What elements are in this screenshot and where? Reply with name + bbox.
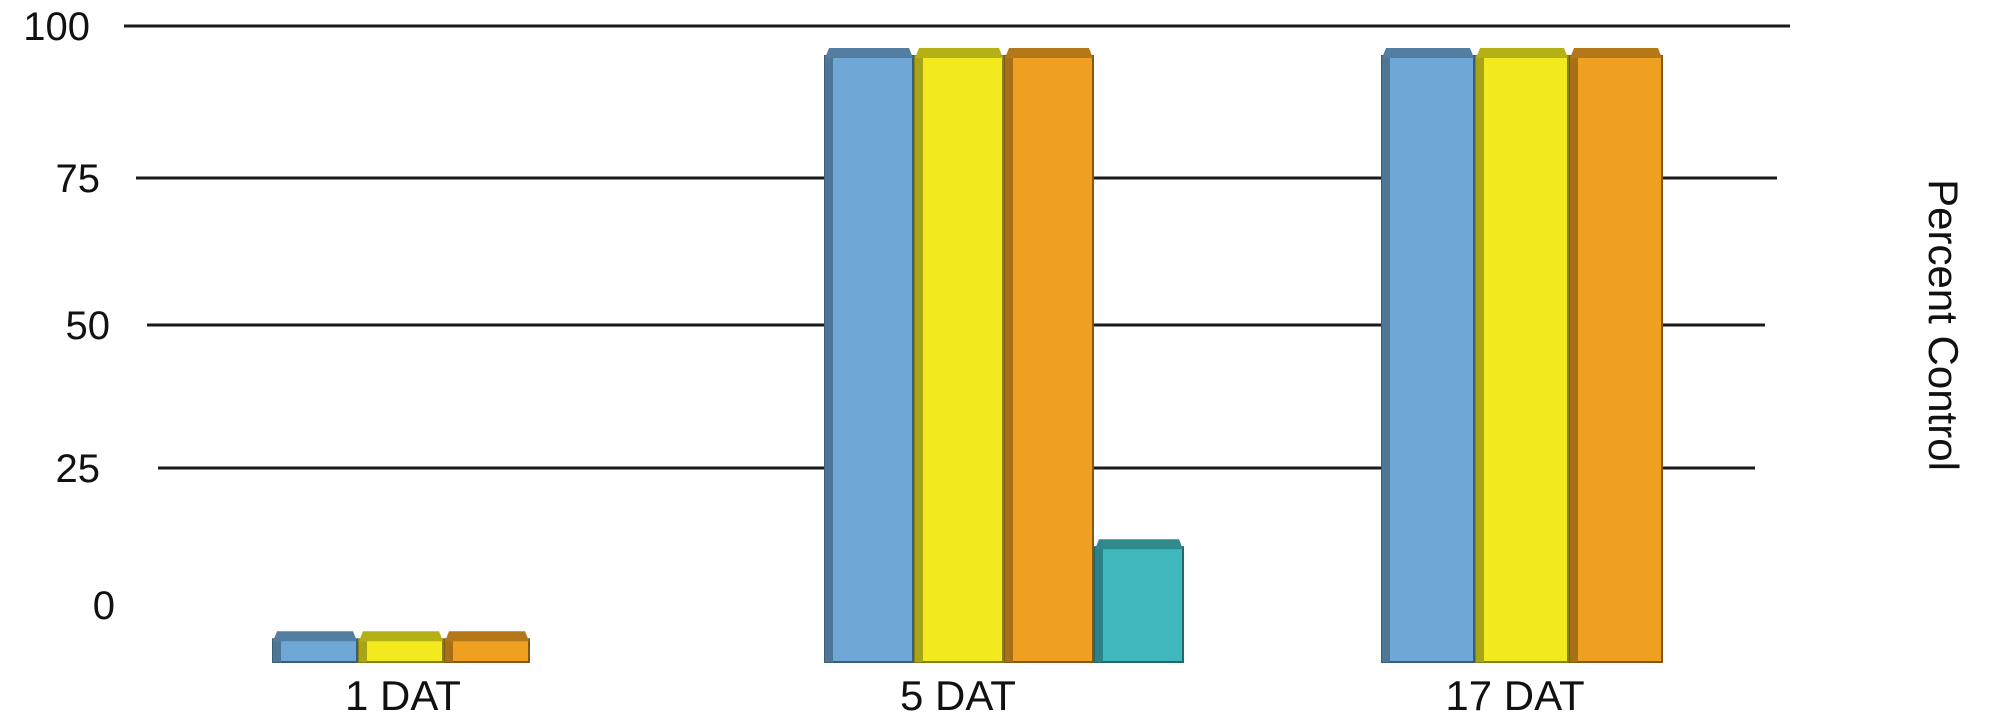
- bar-side: [1476, 56, 1484, 662]
- bar: [914, 48, 1004, 663]
- y-axis-title: Percent Control: [1920, 179, 1967, 471]
- bar-body: [1004, 55, 1094, 663]
- bar-side: [915, 56, 923, 662]
- bar-top: [1476, 48, 1568, 58]
- bar: [824, 48, 914, 663]
- bar-body: [824, 55, 914, 663]
- category-label: 5 DAT: [900, 672, 1016, 715]
- bar: [358, 631, 444, 663]
- bar: [1381, 48, 1475, 663]
- bar-body: [914, 55, 1004, 663]
- bar: [444, 631, 530, 663]
- bar-top: [1570, 48, 1662, 58]
- bar-body: [444, 638, 530, 663]
- bar: [1094, 539, 1184, 664]
- bar-side: [359, 639, 367, 662]
- bar: [1004, 48, 1094, 663]
- bar-top: [359, 631, 443, 642]
- bar: [272, 631, 358, 663]
- bar-top: [273, 631, 357, 642]
- bar-body: [1381, 55, 1475, 663]
- y-tick-label: 75: [56, 157, 101, 201]
- y-tick-labels: 0 25 50 75 100: [23, 5, 115, 628]
- category-label: 17 DAT: [1445, 672, 1584, 715]
- y-tick-label: 50: [66, 304, 111, 348]
- bar-side: [445, 639, 453, 662]
- bar-body: [358, 638, 444, 663]
- bar-top: [445, 631, 529, 642]
- bar-body: [1569, 55, 1663, 663]
- category-labels: 1 DAT 5 DAT 17 DAT: [345, 672, 1585, 715]
- y-tick-label: 100: [23, 5, 90, 49]
- bar-side: [825, 56, 833, 662]
- bar: [1569, 48, 1663, 663]
- y-tick-label: 0: [93, 584, 115, 628]
- bar-side: [273, 639, 281, 662]
- bar-top: [915, 48, 1003, 58]
- y-tick-label: 25: [56, 447, 101, 491]
- bar-body: [1475, 55, 1569, 663]
- bar-top: [1005, 48, 1093, 58]
- bar-body: [1094, 546, 1184, 664]
- bar: [1475, 48, 1569, 663]
- bar-side: [1005, 56, 1013, 662]
- category-label: 1 DAT: [345, 672, 461, 715]
- bar-top: [1095, 539, 1183, 550]
- bar-body: [272, 638, 358, 663]
- bar-top: [825, 48, 913, 58]
- bar-side: [1382, 56, 1390, 662]
- bar-side: [1570, 56, 1578, 662]
- bars: [272, 48, 1663, 664]
- bar-side: [1095, 547, 1103, 662]
- bar-top: [1382, 48, 1474, 58]
